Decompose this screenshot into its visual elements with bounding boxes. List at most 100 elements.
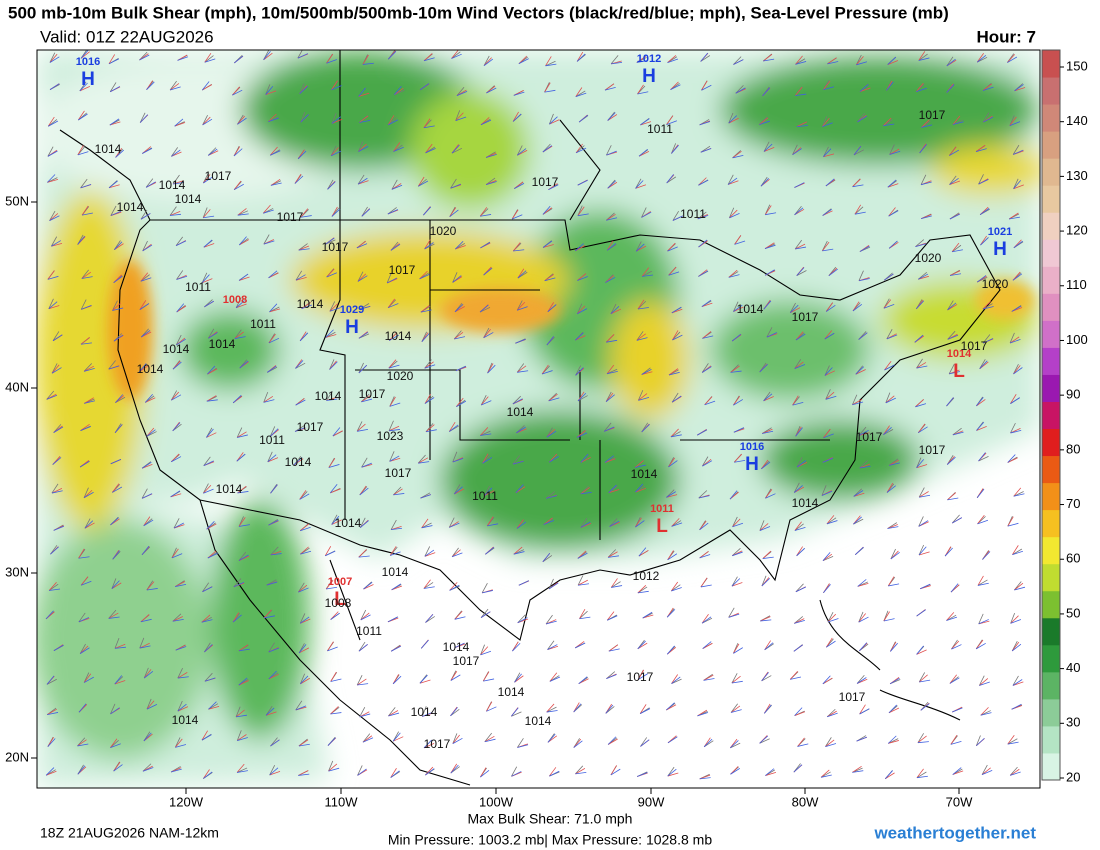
wind-barb xyxy=(169,206,177,216)
wind-barb xyxy=(795,61,807,65)
wind-barb xyxy=(170,768,182,773)
wind-barb xyxy=(947,300,954,311)
wind-barb xyxy=(977,579,988,586)
wind-barb xyxy=(858,278,870,282)
isobar-label: 1017 xyxy=(424,737,451,751)
forecast-hour: Hour: 7 xyxy=(977,27,1037,46)
wind-barb xyxy=(171,391,180,401)
wind-barb xyxy=(1009,115,1015,126)
wind-barb xyxy=(77,151,89,156)
wind-barb xyxy=(300,675,309,685)
wind-barb xyxy=(480,644,485,656)
wind-barb xyxy=(671,676,681,684)
wind-barb xyxy=(883,427,892,436)
wind-barb xyxy=(916,771,927,779)
wind-barb xyxy=(207,550,217,559)
wind-barb xyxy=(1013,149,1024,155)
wind-barb xyxy=(454,486,463,495)
wind-barb xyxy=(759,520,765,531)
wind-barb xyxy=(263,391,269,403)
wind-barb xyxy=(672,331,681,341)
wind-barb xyxy=(295,700,303,711)
wind-barb xyxy=(978,452,986,462)
wind-barb xyxy=(516,365,527,373)
wind-barb xyxy=(173,182,185,185)
wind-barb xyxy=(635,485,645,493)
wind-barb xyxy=(730,766,739,775)
wind-barb xyxy=(760,178,769,187)
wind-barb xyxy=(636,333,646,341)
wind-barb xyxy=(822,675,831,685)
wind-barb xyxy=(977,515,985,525)
wind-barb xyxy=(916,87,927,93)
wind-barb xyxy=(701,299,712,307)
wind-barb xyxy=(175,738,183,748)
wind-barb xyxy=(452,733,458,744)
wind-barb xyxy=(111,578,117,589)
wind-barb xyxy=(142,240,148,252)
colorbar-swatch xyxy=(1042,50,1060,78)
wind-barb xyxy=(853,149,865,156)
wind-barb xyxy=(479,304,489,313)
wind-barb xyxy=(545,620,557,625)
center-letter: H xyxy=(745,454,759,475)
wind-barb xyxy=(425,143,433,154)
wind-barb xyxy=(484,735,495,743)
wind-barb xyxy=(512,214,523,220)
wind-barb xyxy=(977,519,989,525)
wind-barb xyxy=(298,584,308,593)
wind-barb xyxy=(359,115,369,123)
wind-barb xyxy=(109,82,117,92)
wind-barb xyxy=(859,465,871,469)
wind-barb xyxy=(419,83,430,91)
wind-barb xyxy=(1013,367,1023,375)
wind-barb xyxy=(77,235,86,245)
wind-barb xyxy=(300,526,311,532)
wind-barb xyxy=(1012,679,1023,686)
wind-barb xyxy=(487,363,494,374)
wind-barb xyxy=(325,334,337,338)
wind-barb xyxy=(172,613,182,622)
site-credit[interactable]: weathertogether.net xyxy=(873,823,1036,842)
wind-barb xyxy=(269,771,281,776)
wind-barb xyxy=(83,363,93,372)
wind-barb xyxy=(202,483,209,494)
wind-barb xyxy=(139,300,147,310)
wind-barb xyxy=(114,637,120,649)
wind-barb xyxy=(638,151,650,157)
wind-barb xyxy=(951,644,962,650)
wind-barb xyxy=(635,517,642,528)
wind-barb xyxy=(981,770,993,776)
center-value: 1021 xyxy=(988,226,1012,238)
wind-barb xyxy=(358,362,364,374)
wind-barb xyxy=(728,269,738,278)
wind-barb xyxy=(859,642,868,652)
wind-barb xyxy=(356,675,363,686)
wind-barb xyxy=(793,644,803,652)
wind-barb xyxy=(140,209,148,220)
wind-barb xyxy=(169,83,180,91)
wind-barb xyxy=(297,53,309,59)
wind-barb xyxy=(202,114,208,126)
wind-barb xyxy=(78,612,86,623)
wind-barb xyxy=(607,112,616,121)
wind-barb xyxy=(239,236,247,246)
wind-barb xyxy=(203,239,213,248)
wind-barb xyxy=(480,396,489,406)
wind-barb xyxy=(423,53,433,62)
wind-barb xyxy=(203,484,212,494)
wind-barb xyxy=(77,737,86,747)
wind-barb xyxy=(795,58,806,65)
wind-barb xyxy=(389,451,395,462)
colorbar-swatch xyxy=(1042,725,1060,754)
wind-barb xyxy=(579,616,591,620)
wind-barb xyxy=(358,331,369,339)
wind-barb xyxy=(825,739,835,747)
wind-barb xyxy=(795,427,803,437)
wind-barb xyxy=(729,209,738,219)
wind-barb xyxy=(1007,735,1015,745)
wind-barb xyxy=(760,616,771,622)
wind-barb xyxy=(299,332,308,342)
colorbar-swatch xyxy=(1042,131,1060,159)
wind-barb xyxy=(359,487,369,496)
